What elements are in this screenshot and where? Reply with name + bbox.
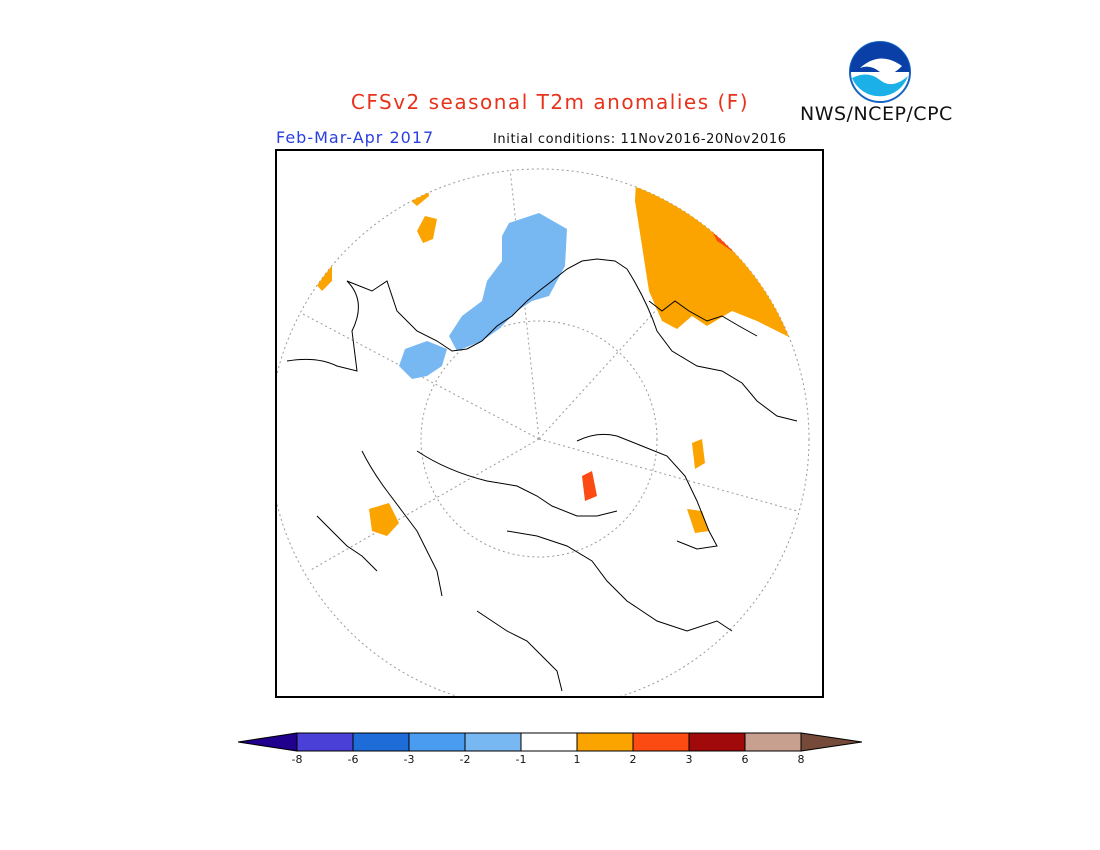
coastlines	[286, 258, 798, 692]
warm-anomaly-baffin	[582, 471, 597, 501]
legend-swatch	[464, 732, 522, 752]
warm-anomaly-europe	[369, 503, 399, 536]
warm-anomaly-china	[407, 179, 429, 206]
noaa-logo	[849, 41, 911, 103]
forecast-period: Feb-Mar-Apr 2017	[276, 128, 435, 147]
map-title: CFSv2 seasonal T2m anomalies (F)	[350, 90, 750, 114]
legend-tick-label: -3	[403, 753, 415, 766]
color-legend	[238, 732, 862, 752]
legend-swatch	[576, 732, 634, 752]
agency-label: NWS/NCEP/CPC	[800, 103, 953, 125]
legend-swatch	[688, 732, 746, 752]
warm-anomaly-middle-east	[315, 261, 332, 291]
polar-map	[275, 149, 824, 698]
map-canvas	[277, 168, 810, 696]
warm-anomaly-greenland	[692, 439, 705, 469]
legend-tick-label: 3	[685, 753, 693, 766]
latitude-circle	[420, 320, 658, 558]
legend-tick-label: 8	[797, 753, 805, 766]
legend-swatch	[408, 732, 466, 752]
initial-conditions: Initial conditions: 11Nov2016-20Nov2016	[493, 132, 787, 147]
legend-swatch	[744, 732, 802, 752]
legend-tick-label: 2	[629, 753, 637, 766]
legend-tick-label: -8	[291, 753, 303, 766]
legend-arrow-high	[800, 732, 862, 752]
cold-anomaly-central-asia	[399, 341, 447, 379]
warm-anomaly-north-america	[635, 169, 809, 351]
legend-tick-label: -1	[515, 753, 527, 766]
legend-swatch	[632, 732, 690, 752]
legend-swatch	[352, 732, 410, 752]
legend-swatch	[520, 732, 578, 752]
legend-tick-label: -2	[459, 753, 471, 766]
warm-anomaly-atlantic	[687, 509, 709, 533]
legend-tick-label: -6	[347, 753, 359, 766]
legend-tick-label: 6	[741, 753, 749, 766]
legend-swatch	[296, 732, 354, 752]
warm-anomaly-south-asia	[417, 216, 437, 243]
cold-anomaly-siberia	[449, 213, 567, 351]
legend-arrow-low	[238, 732, 298, 752]
hemisphere-boundary	[277, 168, 810, 696]
legend-tick-label: 1	[573, 753, 581, 766]
